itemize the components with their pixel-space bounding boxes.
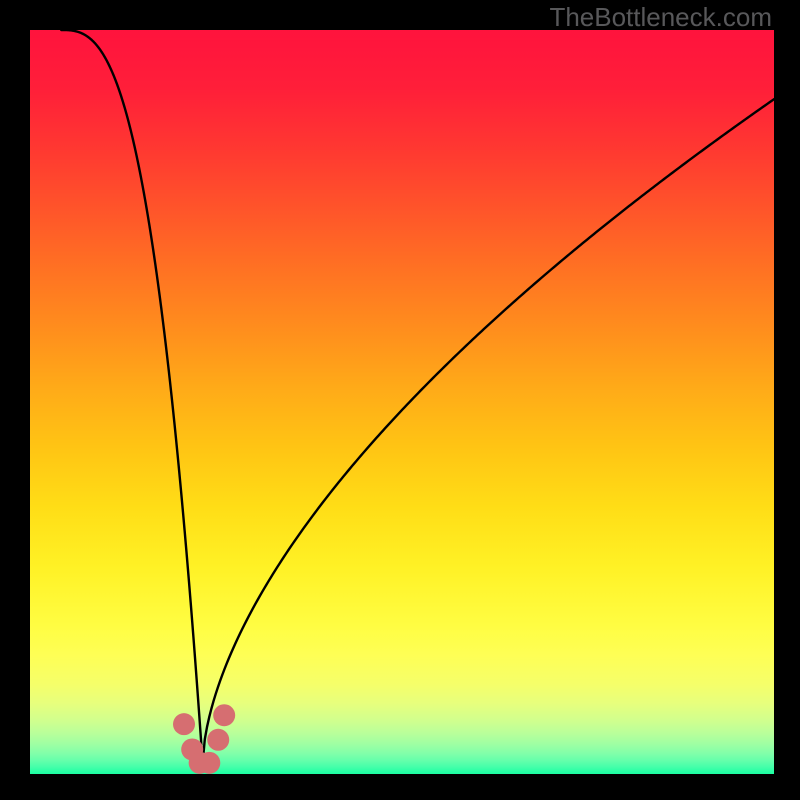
marker-dot: [198, 752, 220, 774]
marker-dot: [173, 713, 195, 735]
chart-svg: [0, 0, 800, 800]
marker-dot: [213, 704, 235, 726]
chart-container: TheBottleneck.com: [0, 0, 800, 800]
watermark-text: TheBottleneck.com: [549, 2, 772, 33]
marker-dot: [207, 729, 229, 751]
plot-background: [30, 30, 774, 774]
